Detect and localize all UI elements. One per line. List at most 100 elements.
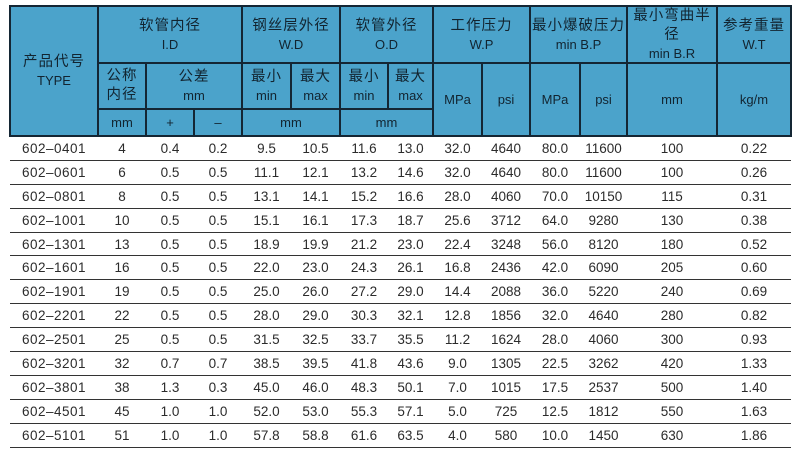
cell-tolerance-minus: 0.3 [194, 375, 243, 400]
header-nominal-id: 公称 内径 [97, 62, 147, 110]
cell-tolerance-minus: 0.2 [194, 136, 243, 161]
header-weight: 参考重量 W.T [716, 5, 793, 64]
cell-wd-min-mm: 38.5 [242, 351, 292, 376]
cell-br-mm: 280 [627, 303, 718, 329]
cell-tolerance-plus: 0.5 [146, 160, 194, 185]
header-hose-od: 软管外径 O.D [339, 5, 435, 64]
cell-tolerance-minus: 0.5 [194, 255, 243, 281]
cell-od-max-mm: 26.1 [388, 255, 434, 281]
header-working-pressure: 工作压力 W.P [432, 5, 532, 64]
cell-wt-kg-per-m: 0.93 [717, 327, 792, 353]
cell-wt-kg-per-m: 0.26 [717, 160, 792, 185]
cell-bp-psi: 4640 [580, 303, 628, 329]
header-od-max: 最大 max [387, 62, 435, 110]
cell-wp-mpa: 16.8 [433, 255, 483, 281]
cell-od-max-mm: 14.6 [388, 160, 434, 185]
cell-wt-kg-per-m: 1.33 [717, 351, 792, 376]
cell-od-min-mm: 24.3 [340, 255, 389, 281]
cell-nominal-id-mm: 10 [98, 208, 146, 233]
cell-tolerance-minus: 0.5 [194, 327, 243, 353]
cell-od-min-mm: 15.2 [340, 184, 389, 209]
cell-nominal-id-mm: 6 [98, 160, 146, 185]
cell-wt-kg-per-m: 0.22 [717, 136, 792, 161]
cell-wp-psi: 1624 [482, 327, 531, 353]
cell-type: 602–1001 [10, 208, 98, 233]
cell-wd-max-mm: 26.0 [291, 279, 341, 305]
cell-nominal-id-mm: 19 [98, 279, 146, 305]
cell-bp-psi: 1450 [580, 423, 628, 448]
cell-wd-min-mm: 31.5 [242, 327, 292, 353]
cell-od-min-mm: 27.2 [340, 279, 389, 305]
cell-bp-mpa: 22.5 [530, 351, 581, 376]
header-product-type-en: TYPE [37, 73, 71, 88]
cell-bp-psi: 11600 [580, 136, 628, 161]
cell-wp-mpa: 25.6 [433, 208, 483, 233]
header-bend-radius: 最小弯曲半径 min B.R [626, 5, 719, 64]
header-product-type: 产品代号 TYPE [9, 5, 99, 137]
cell-nominal-id-mm: 45 [98, 399, 146, 424]
cell-wd-max-mm: 19.9 [291, 232, 341, 257]
cell-br-mm: 100 [627, 136, 718, 161]
cell-nominal-id-mm: 13 [98, 232, 146, 257]
cell-tolerance-plus: 0.5 [146, 184, 194, 209]
cell-wp-mpa: 7.0 [433, 375, 483, 400]
cell-type: 602–2501 [10, 327, 98, 353]
cell-bp-psi: 10150 [580, 184, 628, 209]
cell-wd-max-mm: 53.0 [291, 399, 341, 424]
cell-tolerance-plus: 1.3 [146, 375, 194, 400]
cell-wp-mpa: 12.8 [433, 303, 483, 329]
header-od-min: 最小 min [339, 62, 390, 110]
cell-wd-max-mm: 16.1 [291, 208, 341, 233]
cell-wd-max-mm: 14.1 [291, 184, 341, 209]
header-bp-psi: psi [579, 62, 629, 137]
cell-od-max-mm: 35.5 [388, 327, 434, 353]
cell-wt-kg-per-m: 0.69 [717, 279, 792, 305]
cell-od-max-mm: 23.0 [388, 232, 434, 257]
cell-od-max-mm: 29.0 [388, 279, 434, 305]
cell-type: 602–5101 [10, 423, 98, 448]
cell-tolerance-plus: 0.5 [146, 255, 194, 281]
cell-wd-max-mm: 10.5 [291, 136, 341, 161]
cell-br-mm: 180 [627, 232, 718, 257]
cell-wd-max-mm: 58.8 [291, 423, 341, 448]
cell-bp-mpa: 80.0 [530, 160, 581, 185]
header-wp-mpa: MPa [432, 62, 484, 137]
header-tolerance-plus: + [145, 108, 195, 137]
cell-wp-mpa: 14.4 [433, 279, 483, 305]
cell-tolerance-plus: 0.7 [146, 351, 194, 376]
header-tolerance: 公差 mm [144, 62, 244, 110]
cell-bp-psi: 1812 [580, 399, 628, 424]
table-row: 602–1901 19 0.5 0.5 25.0 26.0 27.2 29.0 14.4 2088… [10, 279, 792, 305]
cell-wt-kg-per-m: 0.82 [717, 303, 792, 329]
cell-wd-min-mm: 25.0 [242, 279, 292, 305]
cell-bp-psi: 9280 [580, 208, 628, 233]
cell-wp-mpa: 32.0 [433, 136, 483, 161]
cell-wp-mpa: 9.0 [433, 351, 483, 376]
cell-od-min-mm: 48.3 [340, 375, 389, 400]
cell-br-mm: 115 [627, 184, 718, 209]
cell-bp-psi: 11600 [580, 160, 628, 185]
table-header: 产品代号 TYPE 软管内径 I.D 钢丝层外径 W.D 软管外径 O.D 工作… [9, 5, 793, 137]
cell-wp-psi: 4060 [482, 184, 531, 209]
cell-wd-min-mm: 45.0 [242, 375, 292, 400]
cell-wp-psi: 2088 [482, 279, 531, 305]
cell-bp-psi: 8120 [580, 232, 628, 257]
cell-tolerance-minus: 0.5 [194, 208, 243, 233]
cell-bp-mpa: 36.0 [530, 279, 581, 305]
cell-od-min-mm: 41.8 [340, 351, 389, 376]
cell-nominal-id-mm: 25 [98, 327, 146, 353]
cell-wp-mpa: 28.0 [433, 184, 483, 209]
header-row-2: 公称 内径 公差 mm 最小 min 最大 max 最小 min [10, 62, 793, 137]
cell-wt-kg-per-m: 0.38 [717, 208, 792, 233]
cell-od-max-mm: 50.1 [388, 375, 434, 400]
cell-wp-mpa: 32.0 [433, 160, 483, 185]
cell-wd-max-mm: 12.1 [291, 160, 341, 185]
cell-tolerance-plus: 1.0 [146, 399, 194, 424]
cell-bp-mpa: 10.0 [530, 423, 581, 448]
table-row: 602–1601 16 0.5 0.5 22.0 23.0 24.3 26.1 16.8 2436… [10, 255, 792, 281]
cell-tolerance-minus: 0.5 [194, 303, 243, 329]
cell-bp-mpa: 32.0 [530, 303, 581, 329]
cell-tolerance-minus: 0.5 [194, 232, 243, 257]
cell-od-min-mm: 30.3 [340, 303, 389, 329]
